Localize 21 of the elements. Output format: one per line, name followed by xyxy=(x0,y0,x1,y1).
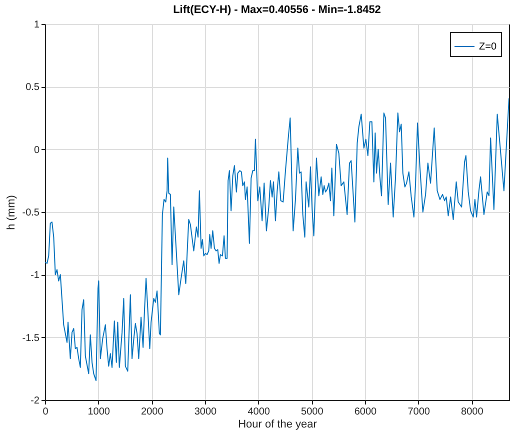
y-tick-label: -0.5 xyxy=(22,208,40,218)
legend-label: Z=0 xyxy=(479,42,497,52)
y-tick-label: -2 xyxy=(30,396,40,406)
x-axis-title: Hour of the year xyxy=(238,418,318,430)
y-tick-label: 1 xyxy=(34,20,40,30)
y-tick-label: 0 xyxy=(34,144,40,156)
y-axis-title: h (mm) xyxy=(5,195,18,230)
y-tick-label: -1.5 xyxy=(22,332,40,344)
x-tick-label: 3000 xyxy=(194,406,218,418)
x-tick-label: 7000 xyxy=(408,406,430,418)
x-tick-label: 1000 xyxy=(88,406,110,418)
x-tick-label: 0 xyxy=(42,406,49,418)
x-tick-label: 2000 xyxy=(141,406,164,418)
x-tick-label: 5000 xyxy=(301,406,324,418)
x-tick-label: 4000 xyxy=(248,406,270,418)
x-tick-label: 6000 xyxy=(354,406,378,418)
x-tick-label: 8000 xyxy=(461,406,484,418)
line-series xyxy=(45,98,509,382)
y-tick-label: -1 xyxy=(30,270,40,282)
y-tick-label: 0.5 xyxy=(26,82,40,94)
chart-title: Lift(ECY-H) - Max=0.40556 - Min=-1.8452 xyxy=(173,4,381,16)
